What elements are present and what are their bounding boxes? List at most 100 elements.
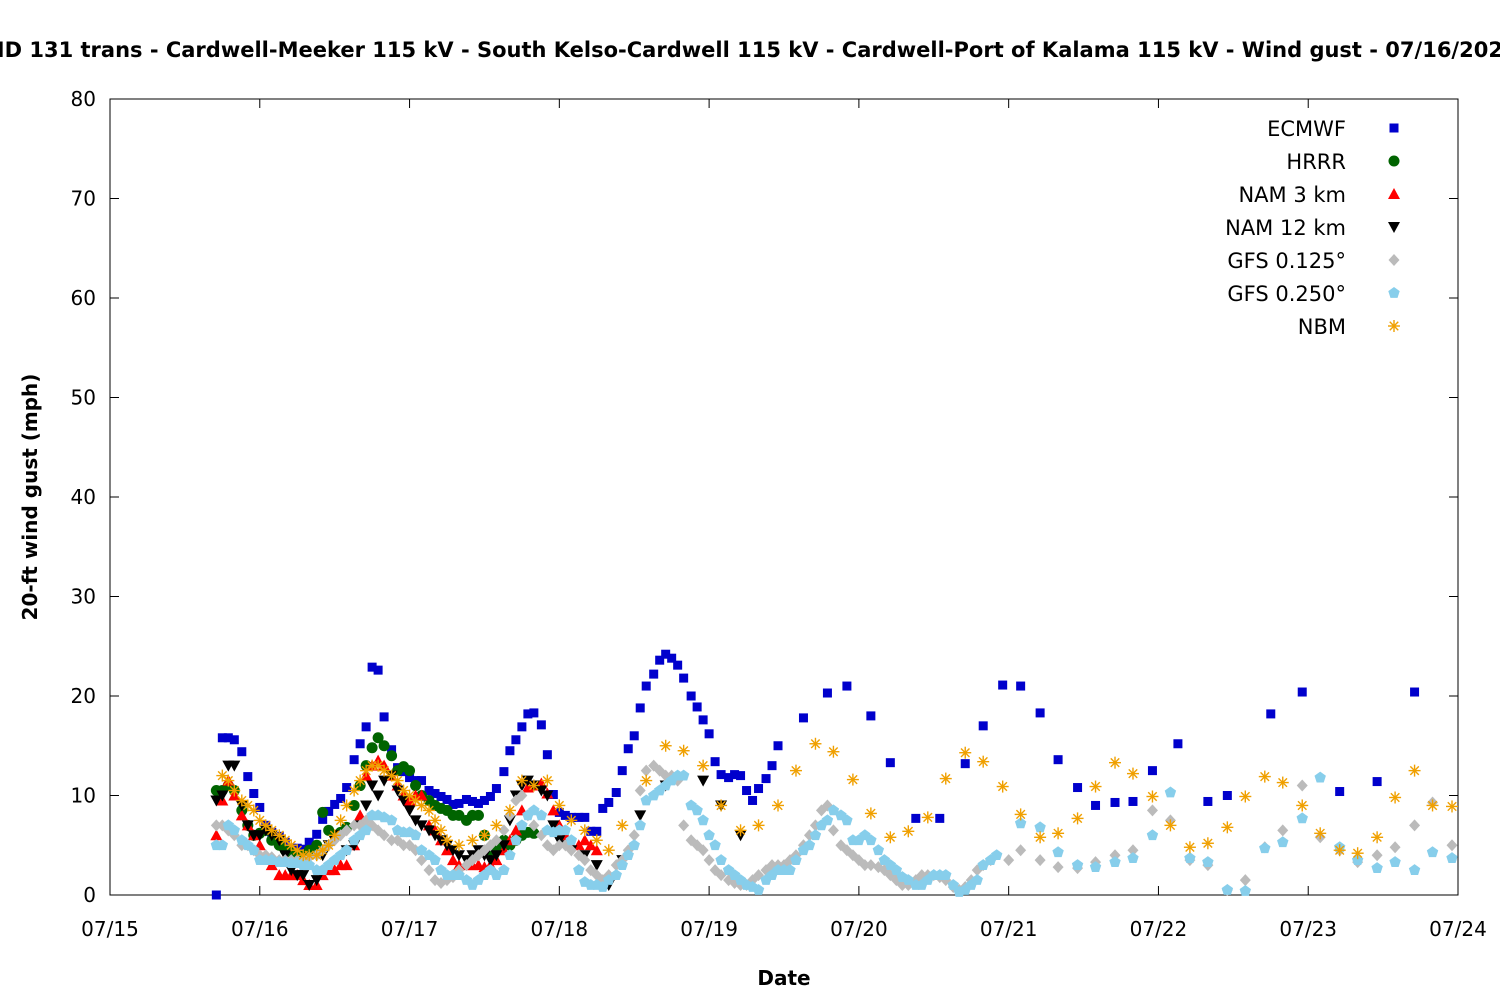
data-point: [316, 844, 329, 857]
data-point: [1089, 780, 1102, 793]
data-point: [960, 759, 970, 769]
data-point: [285, 839, 298, 852]
data-point: [472, 809, 484, 821]
data-point: [423, 864, 435, 877]
data-point: [602, 844, 615, 857]
data-point: [1034, 831, 1047, 844]
data-point: [1127, 844, 1139, 857]
data-point: [504, 849, 516, 861]
x-axis-label: Date: [757, 966, 810, 990]
data-point: [491, 784, 501, 794]
data-point: [322, 839, 335, 852]
data-point: [336, 793, 346, 803]
data-point: [516, 789, 528, 802]
data-point: [297, 870, 310, 882]
data-point: [446, 854, 459, 866]
data-point: [253, 814, 266, 827]
data-point: [452, 850, 465, 862]
legend-marker: [1388, 188, 1400, 199]
x-axis: 07/15 07/16 07/17 07/18 07/19 07/20 07/21 07/22…: [81, 99, 1487, 941]
data-point: [273, 829, 286, 842]
data-point: [640, 774, 653, 787]
data-point: [385, 769, 398, 782]
data-point: [864, 807, 877, 820]
data-point: [259, 819, 272, 832]
data-point: [228, 824, 241, 836]
data-point: [761, 774, 771, 784]
data-point: [228, 784, 241, 797]
data-point: [229, 735, 239, 745]
data-point: [360, 824, 372, 836]
data-point: [478, 829, 491, 842]
data-point: [484, 855, 497, 867]
data-point: [692, 702, 702, 712]
data-point: [436, 791, 446, 801]
data-point: [360, 800, 373, 812]
y-tick-label: 20: [71, 684, 96, 708]
data-point: [1335, 787, 1345, 797]
data-point: [710, 757, 720, 767]
data-point: [649, 669, 659, 679]
data-point: [640, 794, 652, 806]
data-point: [1110, 797, 1120, 807]
data-point: [241, 820, 254, 832]
data-point: [441, 834, 453, 847]
data-point: [479, 795, 489, 805]
data-point: [1034, 854, 1046, 867]
data-point: [516, 819, 528, 831]
data-point: [734, 824, 747, 837]
data-point: [1127, 852, 1139, 864]
data-point: [798, 713, 808, 723]
data-point: [890, 864, 903, 875]
data-point: [360, 764, 373, 777]
data-point: [373, 665, 383, 675]
data-point: [947, 879, 959, 890]
data-point: [866, 711, 876, 721]
data-point: [528, 804, 540, 816]
legend-item: ECMWF: [1267, 117, 1399, 141]
data-point: [379, 712, 389, 722]
y-axis-label: 20-ft wind gust (mph): [18, 374, 42, 621]
data-point: [677, 769, 690, 781]
data-point: [679, 673, 689, 683]
data-point: [541, 790, 554, 802]
data-point: [415, 820, 428, 832]
data-point: [752, 884, 765, 895]
data-point: [415, 799, 428, 812]
data-point: [715, 799, 728, 812]
data-point: [1091, 800, 1101, 810]
y-tick-label: 80: [71, 87, 96, 111]
legend-item: GFS 0.250°: [1227, 282, 1400, 306]
data-point: [367, 662, 377, 672]
data-point: [490, 819, 503, 832]
data-point: [1351, 847, 1364, 860]
data-point: [809, 829, 822, 841]
data-point: [473, 798, 483, 808]
data-point: [604, 797, 614, 807]
data-point: [1296, 799, 1309, 812]
data-point: [409, 829, 422, 841]
y-tick-label: 0: [83, 883, 96, 907]
data-point: [1314, 827, 1327, 840]
data-point: [822, 688, 832, 698]
data-point: [340, 799, 353, 812]
y-tick-label: 30: [71, 585, 96, 609]
data-point: [592, 826, 602, 836]
data-point: [452, 839, 465, 852]
data-point: [1333, 844, 1346, 857]
data-point: [939, 772, 952, 785]
data-point: [1052, 861, 1064, 874]
data-point: [1073, 783, 1083, 793]
data-point: [590, 860, 603, 872]
data-point: [565, 834, 578, 846]
data-point: [497, 840, 510, 852]
data-point: [448, 799, 458, 809]
data-point: [235, 809, 248, 821]
data-point: [704, 729, 714, 739]
data-point: [623, 744, 633, 754]
data-point: [453, 869, 465, 880]
data-point: [1371, 862, 1383, 873]
data-point: [490, 850, 503, 862]
legend-label: GFS 0.250°: [1227, 282, 1346, 306]
data-point: [1089, 861, 1102, 872]
